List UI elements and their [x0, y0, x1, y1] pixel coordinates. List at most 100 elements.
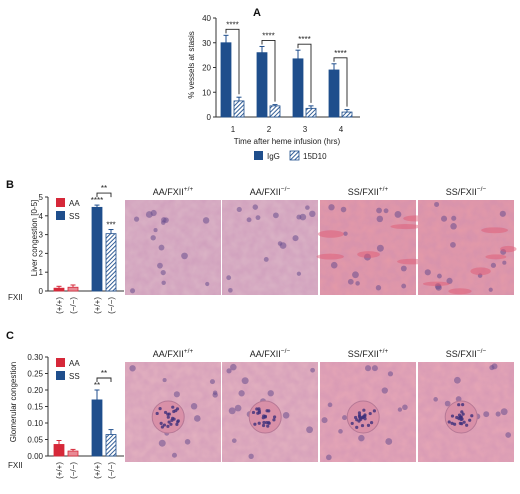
panel-c-photo-nucleus	[167, 420, 171, 424]
panel-c-photo-nucleus	[453, 422, 457, 426]
panel-c-photo-title: AA/FXII−/−	[250, 348, 291, 359]
chart-c-ytick-label: 0.10	[27, 419, 43, 428]
panel-c-photo-nucleus	[261, 423, 266, 428]
photos-c: AA/FXII+/+ AA/FXII−/− SS/FXII+/+ SS/FXII−/−	[125, 348, 514, 462]
panel-c-photo-nucleus	[166, 412, 170, 416]
panel-c-photo-nucleus	[470, 414, 474, 418]
panel-b-photo-nucleus	[292, 235, 299, 242]
panel-b-photo-nucleus	[440, 215, 448, 222]
panel-c-photo-nucleus	[267, 390, 274, 397]
panel-c-photo-nucleus	[172, 409, 176, 414]
panel-c-photo-nucleus	[369, 421, 374, 425]
panel-c-photo-nucleus	[257, 421, 261, 425]
chart-c-ytick-label: 0.05	[27, 436, 43, 445]
panel-c-photo-nucleus	[500, 408, 508, 416]
panel-b-photo-nucleus	[451, 215, 457, 221]
panel-c-photo-nucleus	[447, 420, 451, 424]
panel-b-photo-nucleus	[255, 215, 261, 221]
panel-c-photo-nucleus	[234, 404, 242, 412]
panel-c-photo-nucleus	[241, 377, 249, 385]
panel-c-photo-nucleus	[262, 420, 266, 425]
chart-a-ytick-label: 30	[202, 39, 211, 48]
panel-c-photo-nucleus	[257, 407, 261, 411]
chart-a: % vessels at stasis Time after heme infu…	[187, 14, 360, 161]
panel-c-photo-nucleus	[353, 415, 358, 420]
panel-b-photo-nucleus	[246, 217, 252, 223]
chart-a-legend-swatch	[254, 151, 263, 160]
chart-b-ytick-label: 2	[39, 249, 44, 258]
panel-c-photo-nucleus	[159, 421, 163, 425]
panel-b-photo-nucleus	[133, 216, 140, 222]
chart-c-bar	[91, 399, 103, 457]
panel-c-photo-nucleus	[364, 365, 372, 372]
chart-b-legend-label: AA	[69, 199, 80, 208]
chart-c-ytick-label: 0.00	[27, 452, 43, 461]
panel-b-photo-nucleus	[500, 248, 507, 255]
panel-c-photo-nucleus	[190, 403, 198, 410]
panel-c-photo-nucleus	[483, 411, 490, 418]
panel-c-photo-nucleus	[327, 402, 333, 408]
panel-c-photo-nucleus	[176, 419, 180, 423]
panel-c-photo-nucleus	[387, 371, 394, 377]
panel-c-photo-title-sup: −/−	[281, 348, 291, 355]
panel-b-photo-nucleus	[305, 205, 310, 210]
panel-c-photo-nucleus	[458, 415, 462, 419]
panel-b-photo-nucleus	[502, 260, 507, 265]
panel-c-photo-title: AA/FXII+/+	[153, 348, 194, 359]
chart-b-sig-label: **	[101, 184, 107, 193]
chart-a-bar	[328, 69, 340, 118]
panel-b-photo-nucleus	[299, 213, 307, 221]
chart-b-xtick-label: (−/−)	[69, 297, 78, 314]
panel-c-photo-nucleus	[444, 400, 451, 407]
panel-b-photo-nucleus	[236, 206, 242, 213]
chart-c-ytick-label: 0.25	[27, 370, 43, 379]
panel-b-photo-nucleus	[252, 204, 259, 210]
panel-b-photo-title-sup: +/+	[379, 186, 389, 193]
chart-c-xtick-label: (+/+)	[93, 462, 102, 479]
panel-c-photo-nucleus	[155, 411, 159, 416]
panel-b-photo-nucleus	[437, 273, 442, 279]
panel-b-photo-nucleus	[330, 261, 338, 269]
chart-b: Liver congestion [0-5] FXII 0 1 2 3 4 5 AA SS (+…	[8, 184, 124, 314]
chart-c-ytick-label: 0.20	[27, 386, 43, 395]
chart-a-ytick-label: 20	[202, 64, 211, 73]
panel-b-photo-congestion	[316, 253, 344, 260]
panel-b-photo-nucleus	[309, 210, 316, 218]
panel-b-photo-congestion	[481, 227, 508, 234]
chart-b-ylabel: Liver congestion [0-5]	[30, 200, 39, 277]
panel-c-photo-nucleus	[175, 422, 179, 426]
chart-c-bar	[67, 450, 79, 457]
panel-b-photo-nucleus	[158, 244, 165, 251]
panel-c-photo-nucleus	[457, 403, 461, 407]
panel-b-photo-nucleus	[347, 278, 354, 285]
panel-c-photo-nucleus	[163, 410, 168, 415]
chart-c-legend-swatch	[56, 358, 65, 367]
panel-b-photo-congestion	[500, 245, 517, 253]
panel-c-photo-nucleus	[267, 409, 271, 413]
panel-c-photo-nucleus	[162, 378, 167, 383]
chart-c-ytick-label: 0.15	[27, 403, 43, 412]
panel-c-photo-nucleus	[160, 425, 164, 429]
panel-c-photo-title-sup: −/−	[477, 348, 487, 355]
panel-b-photo-nucleus	[157, 262, 163, 269]
panel-c-photo-nucleus	[212, 392, 218, 398]
panel-c-photo-nucleus	[385, 438, 393, 445]
panel-c-photo-nucleus	[230, 363, 237, 371]
chart-c-bar	[105, 434, 117, 457]
panel-c-photo-nucleus	[455, 396, 462, 402]
panel-c-photo-nucleus	[433, 397, 438, 402]
chart-b-fxii-label: FXII	[8, 293, 23, 302]
chart-c-xtick-label: (+/+)	[55, 462, 64, 479]
panel-c-photo-nucleus	[173, 391, 180, 398]
chart-b-ytick-label: 3	[39, 231, 44, 240]
panel-b-photo-congestion	[470, 267, 491, 276]
chart-b-ytick-label: 0	[39, 287, 44, 296]
chart-a-sig-label: ****	[226, 20, 238, 29]
panel-c-photo-nucleus	[458, 421, 462, 425]
panel-b-photo-nucleus	[296, 214, 302, 220]
panel-c-photo-nucleus	[273, 415, 277, 419]
panel-a-letter: A	[253, 7, 261, 19]
chart-c-star-label: **	[94, 381, 100, 390]
chart-a-legend-swatch	[289, 150, 300, 161]
chart-a-legend-label: IgG	[267, 152, 280, 161]
